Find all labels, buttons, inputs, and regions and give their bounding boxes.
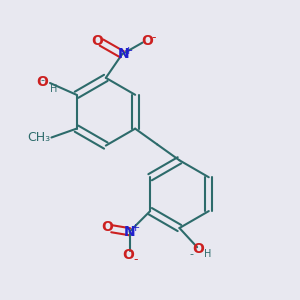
Text: O: O [91, 34, 103, 48]
Text: -: - [40, 75, 44, 85]
Text: -: - [152, 31, 156, 44]
Text: O: O [122, 248, 134, 262]
Text: -: - [134, 253, 138, 266]
Text: +: + [131, 223, 140, 233]
Text: H: H [204, 249, 211, 259]
Text: O: O [101, 220, 113, 234]
Text: +: + [124, 46, 133, 56]
Text: H: H [50, 84, 57, 94]
Text: -: - [190, 249, 194, 259]
Text: CH₃: CH₃ [27, 131, 50, 144]
Text: N: N [124, 225, 135, 239]
Text: O: O [141, 34, 153, 48]
Text: N: N [118, 47, 129, 61]
Text: O: O [193, 242, 205, 256]
Text: O: O [37, 74, 49, 88]
